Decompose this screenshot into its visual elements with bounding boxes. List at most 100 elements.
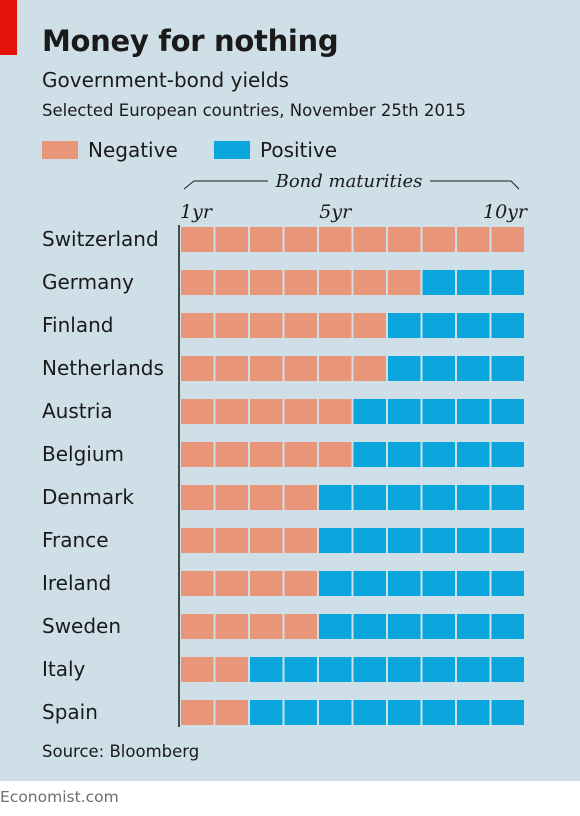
heatmap-cell	[284, 614, 317, 639]
legend-label-positive: Positive	[260, 138, 338, 162]
heatmap-cell	[319, 227, 352, 252]
heatmap-cell	[284, 356, 317, 381]
row-label: Finland	[42, 313, 113, 337]
heatmap-cell	[215, 270, 248, 295]
heatmap-cell	[388, 356, 421, 381]
heatmap-cell	[491, 399, 524, 424]
heatmap-cell	[491, 227, 524, 252]
heatmap-cell	[284, 485, 317, 510]
heatmap-cell	[181, 528, 214, 553]
heatmap-cell	[457, 442, 490, 467]
row-label: Italy	[42, 657, 86, 681]
heatmap-cell	[422, 313, 455, 338]
heatmap-cell	[353, 399, 386, 424]
heatmap-cell	[215, 700, 248, 725]
legend-label-negative: Negative	[88, 138, 178, 162]
heatmap-cell	[388, 399, 421, 424]
heatmap-cell	[422, 614, 455, 639]
heatmap-cell	[388, 270, 421, 295]
footer-credit: Economist.com	[0, 788, 119, 806]
chart-subsubtitle: Selected European countries, November 25…	[42, 101, 467, 120]
heatmap-cell	[388, 313, 421, 338]
heatmap-cell	[181, 442, 214, 467]
heatmap-cell	[284, 313, 317, 338]
row-label: Sweden	[42, 614, 121, 638]
heatmap-cell	[491, 528, 524, 553]
heatmap-cell	[491, 313, 524, 338]
heatmap-cell	[457, 313, 490, 338]
heatmap-cell	[181, 270, 214, 295]
source-note: Source: Bloomberg	[42, 742, 200, 761]
heatmap-cell	[491, 614, 524, 639]
heatmap-cell	[491, 485, 524, 510]
tick-label: 1yr	[180, 201, 214, 223]
heatmap-cell	[388, 571, 421, 596]
heatmap-cell	[319, 485, 352, 510]
heatmap-cell	[353, 614, 386, 639]
heatmap-cell	[181, 356, 214, 381]
chart-subtitle: Government-bond yields	[42, 68, 289, 92]
row-label: Ireland	[42, 571, 111, 595]
legend-item-positive: Positive	[214, 136, 337, 164]
heatmap-cell	[491, 442, 524, 467]
axis-bracket-right	[430, 180, 520, 190]
heatmap-cell	[319, 399, 352, 424]
tick-label: 10yr	[483, 201, 529, 223]
heatmap-cell	[215, 227, 248, 252]
heatmap-cell	[284, 528, 317, 553]
heatmap-cell	[491, 657, 524, 682]
row-label: France	[42, 528, 109, 552]
heatmap-cell	[422, 356, 455, 381]
heatmap-cell	[319, 657, 352, 682]
heatmap-cell	[422, 227, 455, 252]
heatmap-cell	[250, 356, 283, 381]
heatmap-cell	[250, 485, 283, 510]
row-label: Germany	[42, 270, 134, 294]
heatmap-cell	[457, 485, 490, 510]
heatmap-cell	[422, 571, 455, 596]
axis-bracket-left	[183, 180, 268, 190]
heatmap-cell	[388, 227, 421, 252]
legend-swatch-positive	[214, 141, 250, 159]
heatmap-cell	[284, 227, 317, 252]
heatmap-cell	[422, 700, 455, 725]
heatmap-cell	[181, 485, 214, 510]
heatmap-cell	[491, 571, 524, 596]
heatmap-cell	[353, 313, 386, 338]
heatmap-cell	[250, 442, 283, 467]
row-label: Denmark	[42, 485, 134, 509]
heatmap-cell	[250, 528, 283, 553]
axis-title: Bond maturities	[275, 171, 423, 192]
heatmap-cell	[422, 528, 455, 553]
heatmap-cell	[181, 227, 214, 252]
heatmap-cell	[284, 657, 317, 682]
heatmap-cell	[319, 571, 352, 596]
heatmap-cell	[457, 571, 490, 596]
heatmap-cell	[250, 399, 283, 424]
heatmap-cell	[422, 485, 455, 510]
heatmap-cell	[215, 485, 248, 510]
heatmap-cell	[319, 313, 352, 338]
heatmap-cell	[353, 700, 386, 725]
heatmap-cell	[215, 657, 248, 682]
heatmap-cell	[319, 614, 352, 639]
heatmap-cell	[353, 485, 386, 510]
heatmap-cell	[250, 614, 283, 639]
heatmap-cell	[215, 399, 248, 424]
heatmap-cell	[353, 442, 386, 467]
heatmap-cell	[353, 227, 386, 252]
heatmap-cell	[250, 270, 283, 295]
legend-swatch-negative	[42, 141, 78, 159]
heatmap-cell	[457, 399, 490, 424]
heatmap-cell	[215, 356, 248, 381]
heatmap-cell	[319, 356, 352, 381]
heatmap-cell	[284, 270, 317, 295]
heatmap-cell	[181, 399, 214, 424]
heatmap-cell	[353, 356, 386, 381]
heatmap-cell	[388, 485, 421, 510]
row-label: Austria	[42, 399, 113, 423]
heatmap-cell	[388, 700, 421, 725]
heatmap-cell	[457, 700, 490, 725]
heatmap-cell	[250, 700, 283, 725]
heatmap-cell	[457, 657, 490, 682]
